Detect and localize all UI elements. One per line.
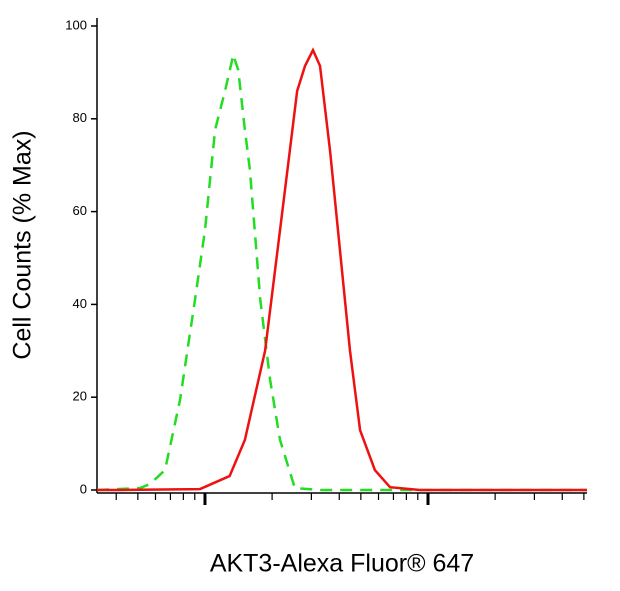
y-tick-label: 80: [73, 110, 87, 125]
y-tick-label: 40: [73, 296, 87, 311]
y-tick-label: 0: [80, 481, 87, 496]
y-tick-label: 60: [73, 203, 87, 218]
series-line: [97, 47, 587, 492]
y-axis-title: Cell Counts (% Max): [9, 130, 37, 359]
x-axis-title: AKT3-Alexa Fluor® 647: [210, 550, 474, 578]
series-line: [96, 50, 587, 492]
y-tick-label: 20: [73, 389, 87, 404]
y-tick-label: 100: [65, 17, 87, 32]
